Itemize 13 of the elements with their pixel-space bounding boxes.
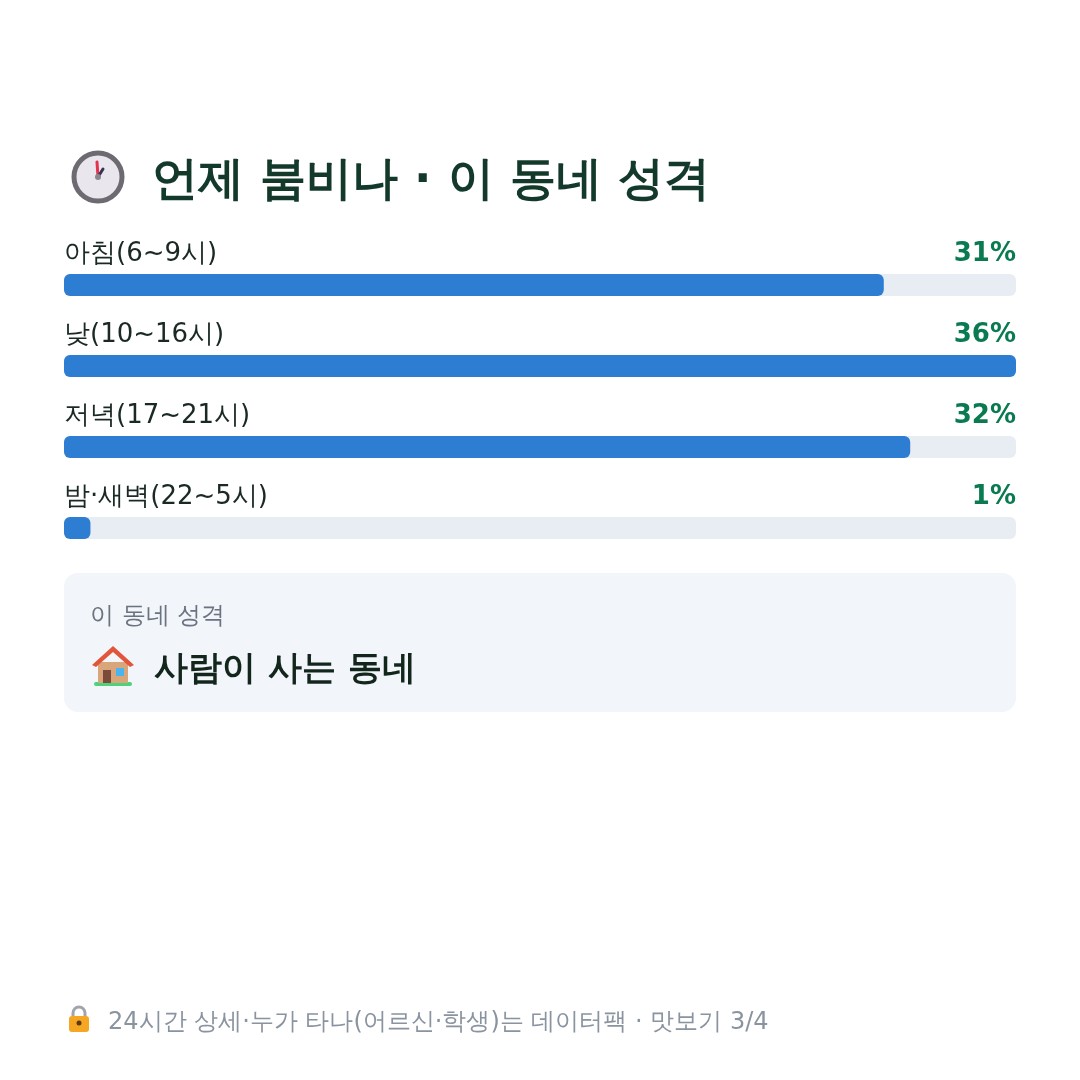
text: 이 동네 성격 xyxy=(90,601,226,629)
bar xyxy=(64,517,91,539)
data-label: 31% xyxy=(953,237,1016,267)
y-tick-label: 밤·새벽(22~5시) xyxy=(64,480,268,510)
y-tick-label: 아침(6~9시) xyxy=(64,237,218,267)
y-tick-label: 저녁(17~21시) xyxy=(64,399,251,429)
text: 사람이 사는 동네 xyxy=(154,647,416,687)
y-tick-label: 낮(10~16시) xyxy=(64,318,225,348)
text: 24시간 상세·누가 타나(어르신·학생)는 데이터팩 · 맛보기 3/4 xyxy=(108,1007,769,1035)
data-label: 1% xyxy=(971,480,1016,510)
chart-title: 언제 붐비나 · 이 동네 성격 xyxy=(152,151,710,205)
data-label: 36% xyxy=(953,318,1016,348)
data-label: 32% xyxy=(953,399,1016,429)
